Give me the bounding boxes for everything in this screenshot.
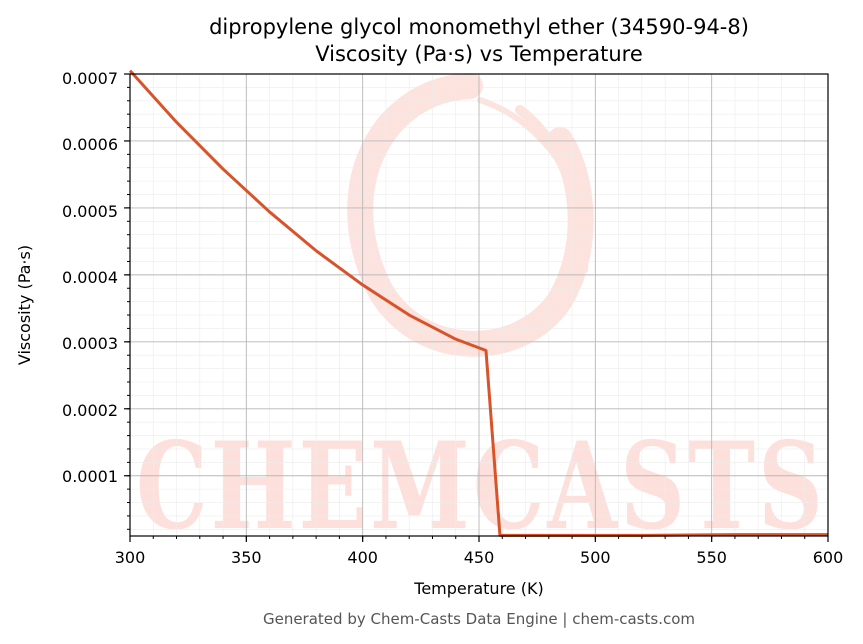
chart-title-line1: dipropylene glycol monomethyl ether (345… bbox=[209, 15, 749, 39]
y-tick-label: 0.0003 bbox=[62, 334, 118, 353]
x-tick-label: 450 bbox=[464, 548, 495, 567]
axis-ticks bbox=[124, 73, 829, 542]
x-tick-label: 350 bbox=[231, 548, 262, 567]
x-axis-label: Temperature (K) bbox=[413, 579, 543, 598]
chart-title-line2: Viscosity (Pa·s) vs Temperature bbox=[315, 42, 643, 66]
x-tick-label: 550 bbox=[696, 548, 727, 567]
x-tick-label: 500 bbox=[580, 548, 611, 567]
x-tick-label: 300 bbox=[115, 548, 146, 567]
viscosity-series-line bbox=[128, 69, 828, 537]
y-tick-labels: 0.0001 0.0002 0.0003 0.0004 0.0005 0.000… bbox=[62, 69, 118, 486]
footer-credit: Generated by Chem-Casts Data Engine | ch… bbox=[263, 610, 695, 628]
y-tick-label: 0.0005 bbox=[62, 202, 118, 221]
x-tick-labels: 300 350 400 450 500 550 600 bbox=[115, 548, 844, 567]
y-tick-label: 0.0004 bbox=[62, 268, 118, 287]
y-tick-label: 0.0006 bbox=[62, 135, 118, 154]
y-axis-label: Viscosity (Pa·s) bbox=[15, 245, 34, 365]
watermark-swirl-icon bbox=[347, 73, 594, 357]
x-tick-label: 400 bbox=[347, 548, 378, 567]
y-tick-label: 0.0001 bbox=[62, 467, 118, 486]
y-tick-label: 0.0007 bbox=[62, 69, 118, 88]
x-tick-label: 600 bbox=[813, 548, 844, 567]
y-tick-label: 0.0002 bbox=[62, 401, 118, 420]
